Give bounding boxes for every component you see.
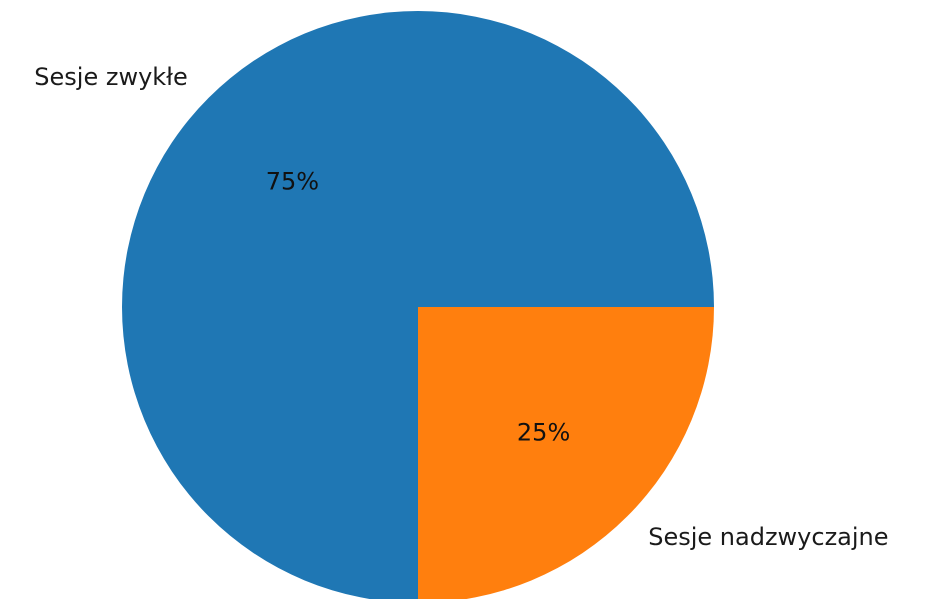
pct-label-1: 25% xyxy=(517,419,570,447)
slice-label-0: Sesje zwykłe xyxy=(34,63,187,91)
pie-slice-0 xyxy=(122,11,714,599)
pie-slices xyxy=(122,11,714,599)
pie-labels: 75% Sesje zwykłe 25% Sesje nadzwyczajne xyxy=(34,63,888,551)
pct-label-0: 75% xyxy=(266,167,319,195)
pie-slice-1 xyxy=(418,307,714,599)
slice-label-1: Sesje nadzwyczajne xyxy=(648,523,888,551)
